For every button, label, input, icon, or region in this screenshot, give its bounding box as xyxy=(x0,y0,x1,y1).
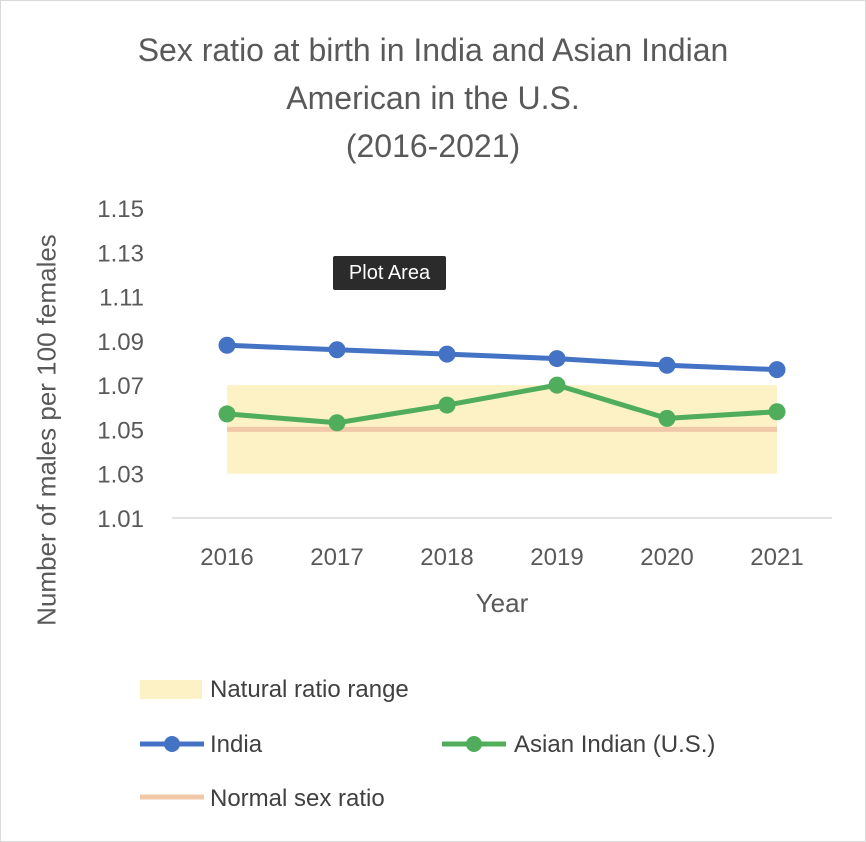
plot-area-tooltip: Plot Area xyxy=(333,256,446,290)
data-point-india xyxy=(218,336,236,354)
data-point-asian-indian-u-s xyxy=(328,414,346,432)
data-point-asian-indian-u-s xyxy=(658,409,676,427)
data-point-india xyxy=(438,345,456,363)
y-tick-label: 1.05 xyxy=(97,417,144,444)
data-point-india xyxy=(328,341,346,359)
data-point-india xyxy=(658,356,676,374)
chart-title-line-1: Sex ratio at birth in India and Asian In… xyxy=(137,32,729,68)
data-point-asian-indian-u-s xyxy=(438,396,456,414)
x-tick-label: 2016 xyxy=(200,544,253,571)
y-tick-label: 1.09 xyxy=(97,329,144,356)
x-tick-label: 2017 xyxy=(310,544,363,571)
data-point-asian-indian-u-s xyxy=(218,405,236,423)
x-axis-label: Year xyxy=(475,588,529,618)
x-tick-label: 2020 xyxy=(640,544,693,571)
y-tick-label: 1.07 xyxy=(97,373,144,400)
y-tick-label: 1.15 xyxy=(97,196,144,223)
data-point-india xyxy=(768,361,786,379)
y-tick-label: 1.03 xyxy=(97,462,144,489)
y-tick-label: 1.11 xyxy=(99,285,144,312)
chart-title-line-3: (2016-2021) xyxy=(345,128,521,164)
y-tick-label: 1.01 xyxy=(97,506,144,533)
series-line-asian-indian-u-s xyxy=(226,382,778,426)
y-tick-label: 1.13 xyxy=(97,240,144,267)
data-point-india xyxy=(548,350,566,368)
series-line-india xyxy=(226,342,778,373)
legend-label-normal-ratio: Normal sex ratio xyxy=(210,785,385,812)
legend-label-asian-indian: Asian Indian (U.S.) xyxy=(514,731,716,758)
legend-label-natural-range: Natural ratio range xyxy=(210,676,409,703)
x-tick-label: 2021 xyxy=(750,544,803,571)
x-tick-label: 2019 xyxy=(530,544,583,571)
chart-title-line-2: American in the U.S. xyxy=(286,80,580,116)
data-point-asian-indian-u-s xyxy=(768,403,786,421)
data-point-asian-indian-u-s xyxy=(548,376,566,394)
x-tick-label: 2018 xyxy=(420,544,473,571)
legend-label-india: India xyxy=(210,731,263,758)
